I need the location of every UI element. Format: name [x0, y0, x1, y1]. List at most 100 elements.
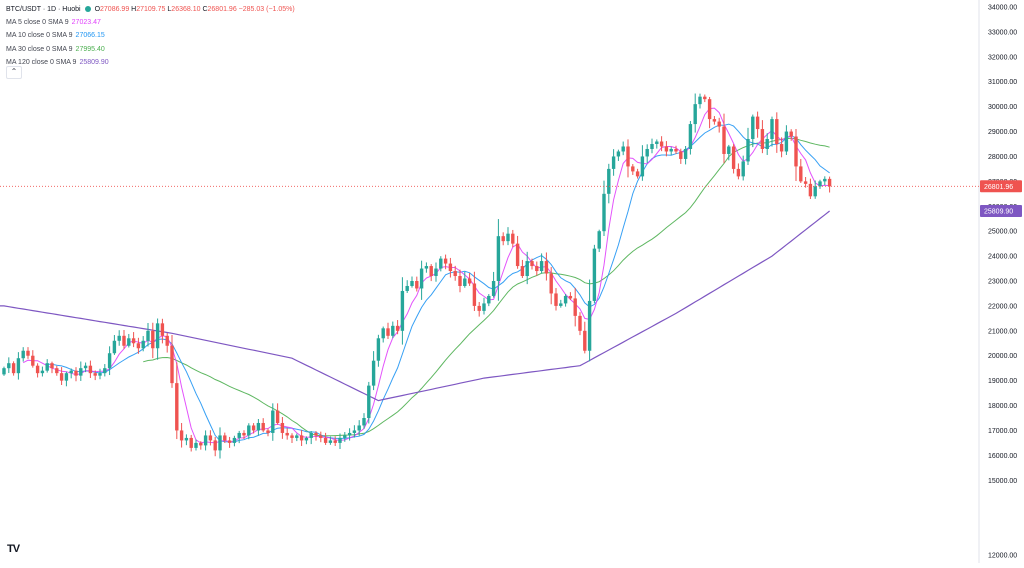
candle [722, 113, 726, 164]
candle [88, 360, 93, 379]
candle-body [131, 338, 136, 344]
candle-body [227, 440, 232, 443]
candle-body [501, 236, 505, 242]
candle [141, 336, 145, 352]
candle-body [247, 425, 251, 436]
tradingview-logo[interactable]: TV [7, 543, 20, 555]
candle-body [208, 435, 213, 441]
candle-body [415, 281, 419, 289]
candle [779, 137, 784, 158]
symbol-title[interactable]: BTC/USDT · 1D · Huobi [6, 6, 81, 13]
candle [530, 258, 534, 270]
candles [2, 93, 832, 459]
candle-body [808, 183, 813, 197]
candle-body [88, 365, 93, 374]
candle [664, 141, 669, 157]
ma30-line [143, 137, 830, 437]
legend-collapse-button[interactable]: ⌃ [6, 66, 22, 79]
candle [559, 299, 563, 308]
candle-body [189, 437, 193, 448]
candle-body [309, 432, 313, 438]
candle-body [573, 298, 577, 316]
ma10-legend[interactable]: MA 10 close 0 SMA 9 27066.15 [6, 29, 295, 42]
candle-body [352, 430, 357, 433]
candle-body [74, 370, 78, 376]
y-tick-label: 22000.00 [988, 303, 1017, 310]
candle-body [688, 124, 693, 149]
candle-body [616, 151, 621, 157]
candle [395, 320, 400, 335]
high-value: 27109.75 [136, 6, 166, 13]
candle [827, 176, 832, 193]
candle-body [751, 116, 755, 140]
candle [203, 430, 208, 451]
candle [227, 436, 232, 448]
candle-body [184, 437, 189, 441]
candle-body [477, 305, 481, 311]
candle-body [506, 233, 510, 242]
candle [189, 434, 193, 452]
candle [784, 125, 789, 155]
candle [136, 337, 141, 354]
candle [573, 287, 577, 327]
candle-body [165, 335, 169, 346]
candle-body [727, 146, 731, 154]
candle-body [683, 148, 688, 159]
ma120-label: MA 120 close 0 SMA 9 [6, 58, 77, 66]
candle [16, 352, 21, 380]
candle-body [395, 325, 400, 331]
candle-body [151, 330, 155, 349]
candle-body [443, 258, 448, 264]
candle-body [83, 365, 88, 369]
candle-body [376, 338, 381, 361]
candle [443, 254, 448, 270]
ma120-legend[interactable]: MA 120 close 0 SMA 9 25809.90 [6, 56, 295, 69]
candle-body [7, 363, 11, 369]
candle-body [314, 432, 318, 436]
y-tick-label: 21000.00 [988, 328, 1017, 335]
candle [218, 427, 222, 459]
candle [655, 139, 659, 149]
ma10-line [47, 123, 830, 443]
open-value: 27086.99 [100, 6, 130, 13]
y-tick-label: 23000.00 [988, 279, 1017, 286]
candle-body [338, 437, 342, 443]
candle-body [213, 440, 217, 451]
candle [304, 436, 309, 445]
candle-body [237, 432, 241, 438]
candle [607, 163, 611, 204]
candle-body [155, 323, 160, 349]
candle [501, 232, 505, 246]
last-price-tag [980, 180, 1022, 193]
candle [463, 271, 467, 288]
price-axis[interactable]: 12000.00 15000.00 16000.00 17000.00 18000.00… [978, 0, 1017, 563]
candle-body [458, 276, 462, 286]
candle [712, 116, 717, 125]
candle-body [535, 266, 539, 272]
candle [674, 145, 678, 154]
candle-body [765, 139, 769, 149]
candle-body [803, 181, 808, 184]
candle-body [64, 373, 69, 381]
candle [127, 333, 131, 348]
ma120-value: 25809.90 [79, 58, 109, 66]
candle [823, 176, 827, 186]
candle [69, 368, 73, 379]
ma5-legend[interactable]: MA 5 close 0 SMA 9 27023.47 [6, 16, 295, 29]
ma30-legend[interactable]: MA 30 close 0 SMA 9 27995.40 [6, 43, 295, 56]
symbol-row: BTC/USDT · 1D · Huobi O27086.99 H27109.75… [6, 3, 295, 16]
candle-body [223, 435, 227, 441]
candle-body [45, 363, 49, 371]
candle [467, 272, 472, 286]
candle [539, 253, 544, 274]
candle-body [434, 268, 438, 277]
candle [213, 436, 217, 457]
y-tick-label: 17000.00 [988, 428, 1017, 435]
candle-body [203, 435, 208, 446]
candle [299, 430, 304, 446]
candle-body [635, 171, 640, 177]
candle [563, 293, 568, 307]
candle-body [631, 166, 635, 172]
